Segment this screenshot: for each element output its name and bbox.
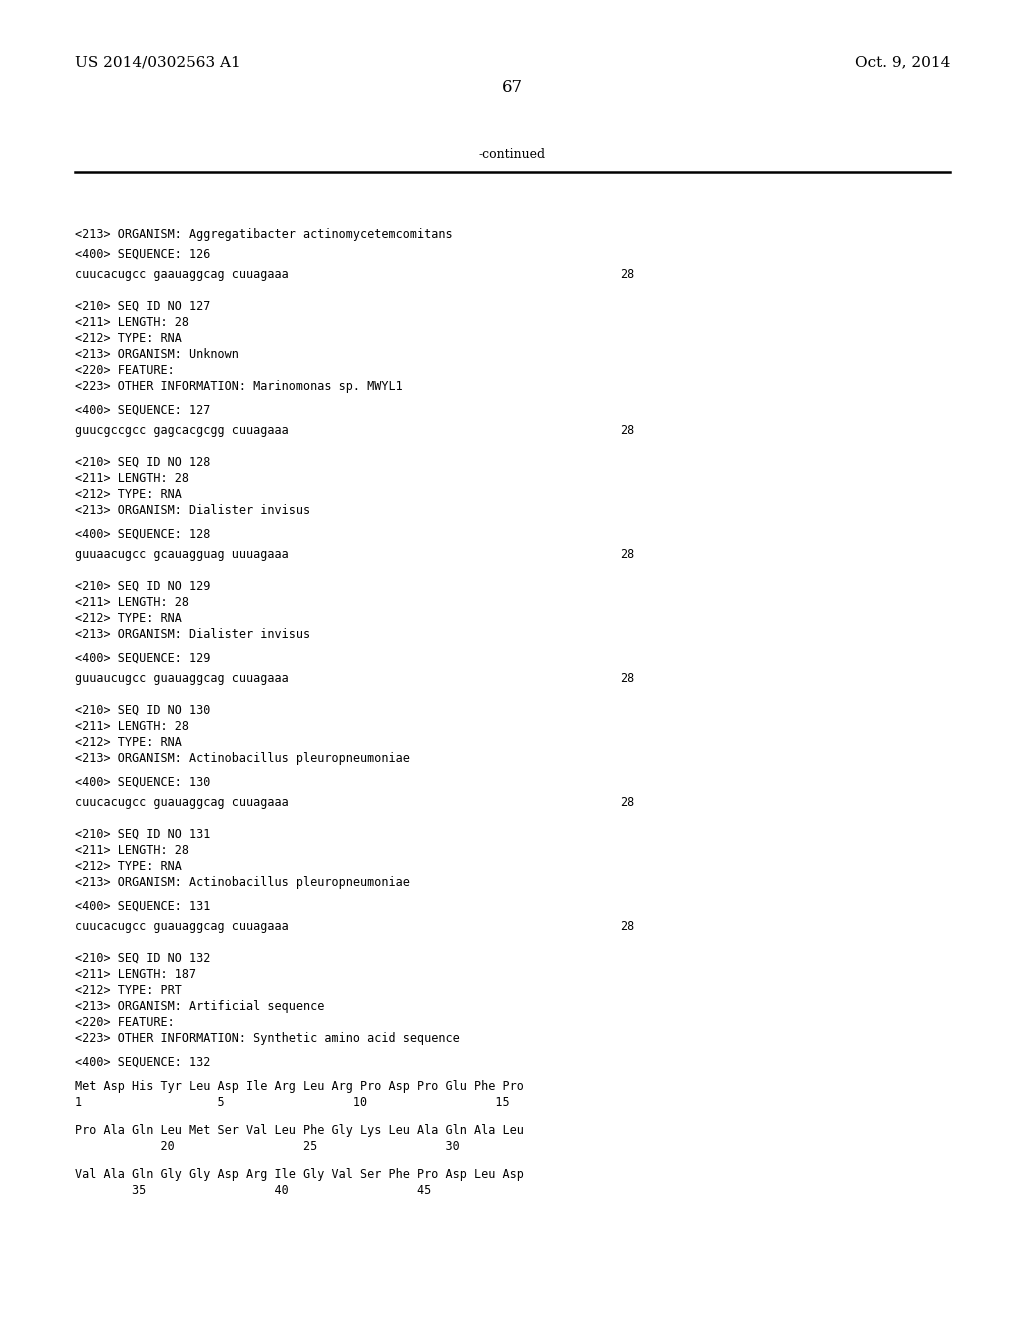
Text: <211> LENGTH: 28: <211> LENGTH: 28 [75, 315, 189, 329]
Text: <212> TYPE: RNA: <212> TYPE: RNA [75, 612, 182, 624]
Text: <400> SEQUENCE: 126: <400> SEQUENCE: 126 [75, 248, 210, 261]
Text: <220> FEATURE:: <220> FEATURE: [75, 1016, 175, 1030]
Text: Oct. 9, 2014: Oct. 9, 2014 [855, 55, 950, 69]
Text: 67: 67 [502, 79, 522, 96]
Text: Met Asp His Tyr Leu Asp Ile Arg Leu Arg Pro Asp Pro Glu Phe Pro: Met Asp His Tyr Leu Asp Ile Arg Leu Arg … [75, 1080, 524, 1093]
Text: <211> LENGTH: 187: <211> LENGTH: 187 [75, 968, 197, 981]
Text: <211> LENGTH: 28: <211> LENGTH: 28 [75, 597, 189, 609]
Text: <212> TYPE: RNA: <212> TYPE: RNA [75, 737, 182, 748]
Text: 28: 28 [620, 424, 634, 437]
Text: <210> SEQ ID NO 131: <210> SEQ ID NO 131 [75, 828, 210, 841]
Text: <220> FEATURE:: <220> FEATURE: [75, 364, 175, 378]
Text: <400> SEQUENCE: 132: <400> SEQUENCE: 132 [75, 1056, 210, 1069]
Text: <210> SEQ ID NO 132: <210> SEQ ID NO 132 [75, 952, 210, 965]
Text: 28: 28 [620, 548, 634, 561]
Text: <213> ORGANISM: Dialister invisus: <213> ORGANISM: Dialister invisus [75, 628, 310, 642]
Text: US 2014/0302563 A1: US 2014/0302563 A1 [75, 55, 241, 69]
Text: <223> OTHER INFORMATION: Synthetic amino acid sequence: <223> OTHER INFORMATION: Synthetic amino… [75, 1032, 460, 1045]
Text: Pro Ala Gln Leu Met Ser Val Leu Phe Gly Lys Leu Ala Gln Ala Leu: Pro Ala Gln Leu Met Ser Val Leu Phe Gly … [75, 1125, 524, 1137]
Text: <213> ORGANISM: Dialister invisus: <213> ORGANISM: Dialister invisus [75, 504, 310, 517]
Text: guucgccgcc gagcacgcgg cuuagaaa: guucgccgcc gagcacgcgg cuuagaaa [75, 424, 289, 437]
Text: 1                   5                  10                  15: 1 5 10 15 [75, 1096, 510, 1109]
Text: <213> ORGANISM: Artificial sequence: <213> ORGANISM: Artificial sequence [75, 1001, 325, 1012]
Text: 28: 28 [620, 268, 634, 281]
Text: guuaucugcc guauaggcag cuuagaaa: guuaucugcc guauaggcag cuuagaaa [75, 672, 289, 685]
Text: 28: 28 [620, 920, 634, 933]
Text: <400> SEQUENCE: 130: <400> SEQUENCE: 130 [75, 776, 210, 789]
Text: <223> OTHER INFORMATION: Marinomonas sp. MWYL1: <223> OTHER INFORMATION: Marinomonas sp.… [75, 380, 402, 393]
Text: 20                  25                  30: 20 25 30 [75, 1140, 460, 1152]
Text: <400> SEQUENCE: 129: <400> SEQUENCE: 129 [75, 652, 210, 665]
Text: <213> ORGANISM: Actinobacillus pleuropneumoniae: <213> ORGANISM: Actinobacillus pleuropne… [75, 876, 410, 888]
Text: 35                  40                  45: 35 40 45 [75, 1184, 431, 1197]
Text: <211> LENGTH: 28: <211> LENGTH: 28 [75, 843, 189, 857]
Text: <213> ORGANISM: Actinobacillus pleuropneumoniae: <213> ORGANISM: Actinobacillus pleuropne… [75, 752, 410, 766]
Text: <212> TYPE: RNA: <212> TYPE: RNA [75, 333, 182, 345]
Text: Val Ala Gln Gly Gly Asp Arg Ile Gly Val Ser Phe Pro Asp Leu Asp: Val Ala Gln Gly Gly Asp Arg Ile Gly Val … [75, 1168, 524, 1181]
Text: cuucacugcc guauaggcag cuuagaaa: cuucacugcc guauaggcag cuuagaaa [75, 920, 289, 933]
Text: <210> SEQ ID NO 127: <210> SEQ ID NO 127 [75, 300, 210, 313]
Text: guuaacugcc gcauagguag uuuagaaa: guuaacugcc gcauagguag uuuagaaa [75, 548, 289, 561]
Text: cuucacugcc gaauaggcag cuuagaaa: cuucacugcc gaauaggcag cuuagaaa [75, 268, 289, 281]
Text: <211> LENGTH: 28: <211> LENGTH: 28 [75, 473, 189, 484]
Text: <400> SEQUENCE: 127: <400> SEQUENCE: 127 [75, 404, 210, 417]
Text: <400> SEQUENCE: 131: <400> SEQUENCE: 131 [75, 900, 210, 913]
Text: <213> ORGANISM: Aggregatibacter actinomycetemcomitans: <213> ORGANISM: Aggregatibacter actinomy… [75, 228, 453, 242]
Text: <212> TYPE: RNA: <212> TYPE: RNA [75, 488, 182, 502]
Text: 28: 28 [620, 672, 634, 685]
Text: -continued: -continued [478, 149, 546, 161]
Text: <210> SEQ ID NO 130: <210> SEQ ID NO 130 [75, 704, 210, 717]
Text: <213> ORGANISM: Unknown: <213> ORGANISM: Unknown [75, 348, 239, 360]
Text: <210> SEQ ID NO 129: <210> SEQ ID NO 129 [75, 579, 210, 593]
Text: 28: 28 [620, 796, 634, 809]
Text: <210> SEQ ID NO 128: <210> SEQ ID NO 128 [75, 455, 210, 469]
Text: <400> SEQUENCE: 128: <400> SEQUENCE: 128 [75, 528, 210, 541]
Text: cuucacugcc guauaggcag cuuagaaa: cuucacugcc guauaggcag cuuagaaa [75, 796, 289, 809]
Text: <212> TYPE: PRT: <212> TYPE: PRT [75, 983, 182, 997]
Text: <211> LENGTH: 28: <211> LENGTH: 28 [75, 719, 189, 733]
Text: <212> TYPE: RNA: <212> TYPE: RNA [75, 861, 182, 873]
